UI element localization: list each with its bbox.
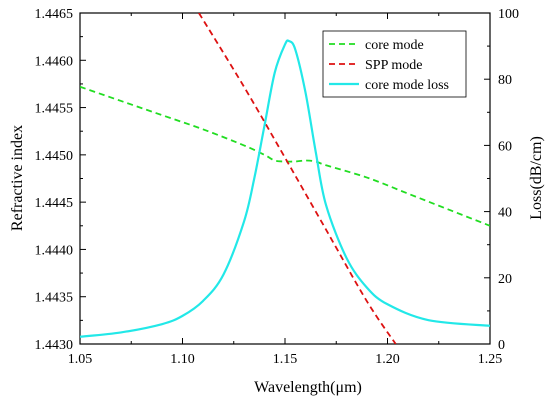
axis-ticks: 1.05 1.10 1.15 1.20 1.25 1.4430 1.4435 1.4440 1.…: [35, 7, 520, 367]
series-line-spp-mode: [198, 13, 397, 344]
y-right-tick-label: 80: [498, 73, 512, 88]
series-layer: [80, 13, 490, 344]
y-right-tick-label: 0: [498, 338, 505, 353]
y-left-tick-label: 1.4450: [35, 149, 74, 164]
y-axis-right-title: Loss(dB/cm): [528, 136, 545, 220]
series-line-core-mode-loss: [80, 39, 490, 338]
y-left-tick-label: 1.4430: [35, 338, 74, 353]
y-left-tick-label: 1.4440: [35, 243, 74, 258]
x-tick-label: 1.15: [273, 352, 298, 367]
x-tick-label: 1.20: [375, 352, 400, 367]
y-right-tick-label: 100: [498, 7, 519, 22]
x-tick-label: 1.10: [170, 352, 195, 367]
y-left-tick-label: 1.4455: [35, 102, 74, 117]
x-tick-label: 1.05: [68, 352, 93, 367]
y-left-tick-label: 1.4445: [35, 196, 74, 211]
y-right-tick-label: 60: [498, 139, 512, 154]
x-axis-title: Wavelength(μm): [254, 379, 362, 396]
legend-label: core mode loss: [365, 78, 449, 93]
legend-label: SPP mode: [365, 58, 422, 73]
y-left-tick-label: 1.4435: [35, 291, 74, 306]
y-left-tick-label: 1.4465: [35, 7, 74, 22]
legend-label: core mode: [365, 38, 424, 53]
series-line-core-mode: [80, 85, 490, 227]
legend-box: [322, 30, 467, 98]
legend: core mode SPP mode core mode loss: [322, 30, 467, 98]
y-right-tick-label: 40: [498, 206, 512, 221]
y-right-tick-label: 20: [498, 272, 512, 287]
x-tick-label: 1.25: [478, 352, 503, 367]
y-axis-left-title: Refractive index: [9, 125, 26, 231]
y-left-tick-label: 1.4460: [35, 54, 74, 69]
